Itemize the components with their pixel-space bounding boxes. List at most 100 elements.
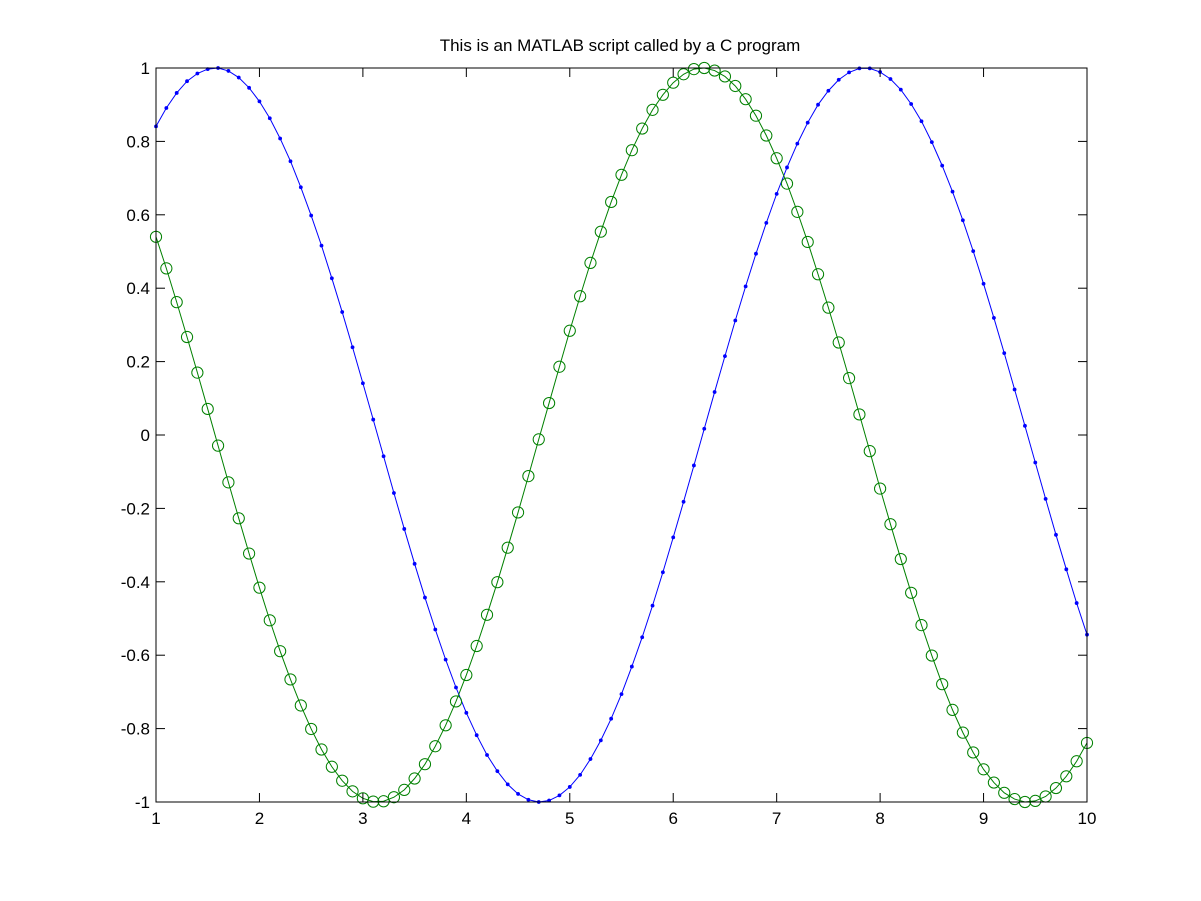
- series-1-point: [971, 249, 976, 254]
- series-layer: [149, 61, 1094, 809]
- series-1-point: [1043, 496, 1048, 501]
- series-2-point: [801, 235, 814, 249]
- series-2-point: [274, 645, 287, 658]
- series-2-point: [563, 324, 576, 337]
- series-2-point: [770, 152, 783, 165]
- series-2-point: [780, 177, 794, 190]
- series-1-point: [712, 390, 717, 394]
- series-1-point: [919, 119, 924, 124]
- series-2-point: [346, 785, 359, 798]
- series-2-point: [853, 408, 866, 421]
- series-1-point: [402, 527, 407, 531]
- series-2-point: [377, 795, 390, 808]
- x-tick-label: 9: [979, 809, 988, 828]
- series-1-point: [950, 189, 955, 194]
- series-1-point: [816, 102, 820, 107]
- y-tick-label: 0.2: [126, 353, 150, 372]
- series-1-point: [485, 753, 489, 757]
- series-2-point: [253, 581, 266, 594]
- y-tick-label: 0: [141, 426, 150, 445]
- series-2-point: [170, 296, 183, 309]
- series-1-point: [578, 772, 583, 777]
- series-2-point: [718, 70, 732, 83]
- series-1-point: [692, 463, 696, 468]
- series-2-point: [180, 330, 194, 344]
- series-1-point: [174, 91, 179, 95]
- series-1-point: [960, 218, 965, 223]
- series-2-point: [1049, 781, 1063, 795]
- series-2-point: [832, 336, 845, 349]
- series-1-point: [929, 140, 934, 145]
- series-2-point: [708, 64, 721, 77]
- y-tick-label: 0.8: [126, 132, 150, 151]
- series-1-point: [1054, 532, 1058, 537]
- series-2-point: [894, 552, 907, 566]
- series-2-point: [398, 783, 411, 796]
- series-2-point: [1060, 770, 1073, 783]
- series-2-point: [646, 103, 659, 116]
- series-2-point: [511, 506, 525, 519]
- series-1-point: [836, 77, 841, 82]
- series-2-point: [842, 372, 856, 385]
- series-2-point: [636, 122, 649, 135]
- series-2-point: [822, 301, 835, 314]
- series-2-point: [532, 433, 545, 446]
- series-1-point: [516, 792, 520, 796]
- series-1-point: [340, 310, 345, 314]
- series-1-point: [371, 417, 376, 422]
- series-1-point: [702, 426, 707, 431]
- series-1-point: [195, 71, 200, 76]
- series-2-point: [946, 703, 959, 716]
- series-1-point: [278, 136, 283, 141]
- series-1-point: [909, 102, 914, 106]
- x-tick-label: 8: [875, 809, 884, 828]
- series-1-point: [992, 316, 996, 320]
- series-2-point: [811, 268, 825, 281]
- series-1-point: [609, 716, 614, 721]
- series-1-point: [288, 159, 293, 164]
- y-tick-label: -0.4: [121, 573, 150, 592]
- series-2-point: [791, 205, 804, 218]
- series-1-point: [505, 782, 510, 787]
- series-1-point: [495, 769, 500, 774]
- series-2-point: [760, 129, 773, 142]
- series-1-point: [474, 733, 479, 738]
- series-1-point: [309, 213, 314, 218]
- series-1-point: [847, 70, 851, 75]
- x-tick-label: 10: [1078, 809, 1097, 828]
- series-2-point: [656, 88, 669, 101]
- series-2-point: [418, 758, 432, 771]
- series-2-point: [584, 256, 597, 269]
- series-1-point: [888, 77, 893, 81]
- series-1-point: [743, 284, 748, 289]
- series-2-point: [615, 168, 628, 181]
- series-1-point: [640, 635, 645, 640]
- series-1-point: [1064, 567, 1069, 572]
- series-1-point: [650, 603, 655, 608]
- x-tick-label: 1: [151, 809, 160, 828]
- series-2-point: [449, 695, 463, 708]
- series-1-point: [785, 165, 789, 170]
- series-1-point: [226, 69, 231, 73]
- series-2-point: [594, 225, 607, 238]
- series-1-point: [236, 75, 241, 80]
- series-2-point: [925, 649, 938, 662]
- series-2-point: [315, 743, 328, 756]
- x-tick-label: 3: [358, 809, 367, 828]
- series-2-point: [874, 482, 887, 495]
- series-1-point: [412, 561, 417, 566]
- y-tick-label: -1: [135, 793, 150, 812]
- series-2-point: [863, 445, 876, 458]
- series-2-point: [284, 673, 297, 686]
- y-tick-label: -0.8: [121, 720, 150, 739]
- x-tick-label: 5: [565, 809, 574, 828]
- series-1-point: [588, 757, 593, 761]
- series-2-point: [574, 290, 587, 303]
- series-2-point: [739, 93, 752, 106]
- series-2-point: [211, 439, 225, 452]
- series-2-point: [263, 614, 276, 627]
- series-2-line: [155, 67, 1088, 803]
- series-2-point: [201, 402, 214, 416]
